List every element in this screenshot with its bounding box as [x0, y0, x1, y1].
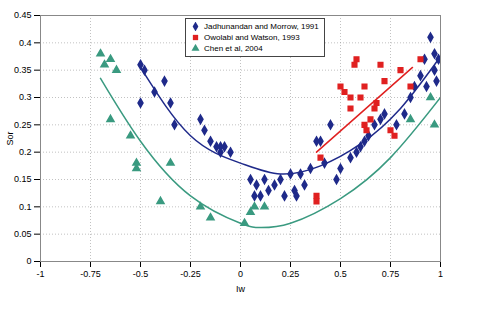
svg-text:-0.75: -0.75 [80, 269, 101, 279]
svg-text:0.75: 0.75 [382, 269, 400, 279]
svg-text:0.5: 0.5 [334, 269, 347, 279]
svg-text:0.45: 0.45 [14, 10, 32, 20]
svg-text:0.25: 0.25 [282, 269, 300, 279]
svg-text:0.2: 0.2 [19, 147, 32, 157]
svg-text:-0.5: -0.5 [133, 269, 149, 279]
svg-text:0.3: 0.3 [19, 92, 32, 102]
svg-text:-1: -1 [36, 269, 44, 279]
svg-text:0.4: 0.4 [19, 38, 32, 48]
svg-text:0.1: 0.1 [19, 202, 32, 212]
html-text:Jadhunandan and Morrow, 1991: Jadhunandan and Morrow, 1991 [204, 22, 319, 31]
svg-text:0.05: 0.05 [14, 229, 32, 239]
svg-text:0: 0 [238, 269, 243, 279]
svg-text:Iw: Iw [236, 284, 246, 294]
svg-text:Sor: Sor [5, 131, 15, 145]
svg-text:-0.25: -0.25 [180, 269, 201, 279]
svg-text:0.35: 0.35 [14, 65, 32, 75]
svg-text:1: 1 [438, 269, 443, 279]
svg-text:0.15: 0.15 [14, 174, 32, 184]
svg-text:0.25: 0.25 [14, 120, 32, 130]
html-text:Chen et al, 2004: Chen et al, 2004 [204, 44, 263, 53]
svg-text:0: 0 [26, 256, 31, 266]
html-text:Owolabi and Watson, 1993: Owolabi and Watson, 1993 [204, 33, 300, 42]
